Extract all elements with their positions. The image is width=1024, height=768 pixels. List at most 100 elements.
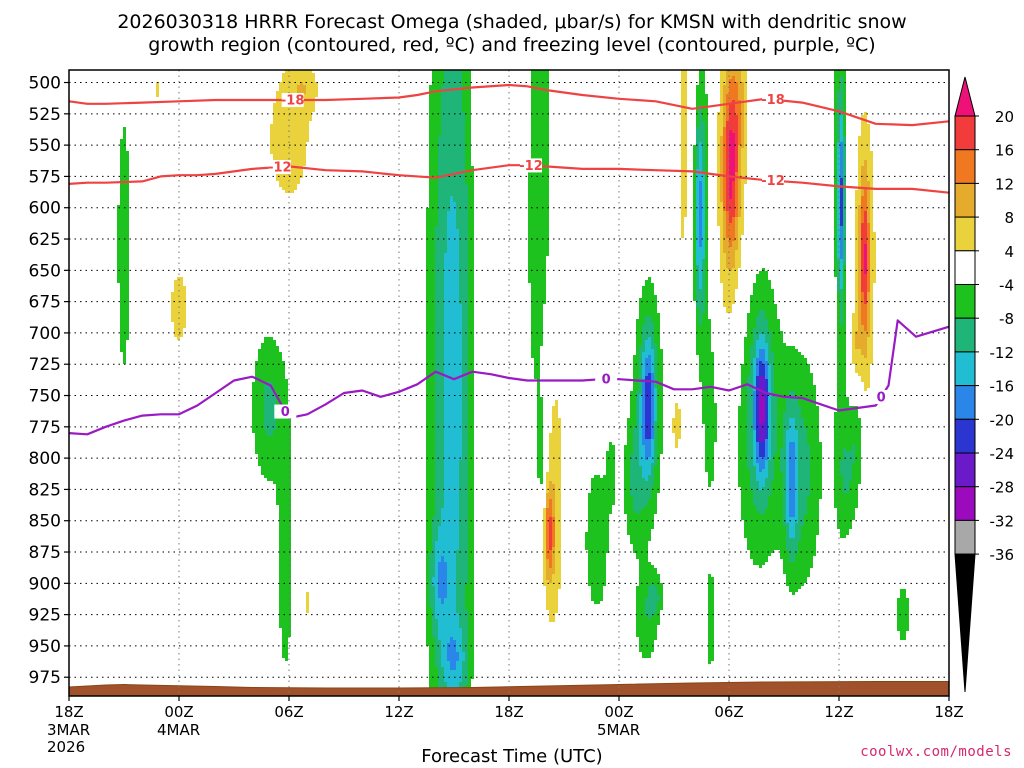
omega-cell <box>696 202 699 205</box>
omega-cell <box>768 367 771 370</box>
omega-cell <box>855 370 870 373</box>
omega-cell <box>426 484 435 487</box>
omega-cell <box>870 211 873 214</box>
omega-cell <box>444 409 462 412</box>
omega-cell <box>768 346 771 349</box>
omega-cell <box>810 445 822 448</box>
omega-cell <box>459 481 468 484</box>
omega-cell <box>870 232 876 235</box>
omega-cell <box>843 217 846 220</box>
omega-cell <box>693 259 696 262</box>
omega-cell <box>786 577 807 580</box>
credit-text[interactable]: coolwx.com/models <box>860 744 1012 760</box>
omega-cell <box>834 127 837 130</box>
omega-cell <box>462 640 468 643</box>
omega-cell <box>627 532 651 535</box>
omega-cell <box>681 124 687 127</box>
omega-cell <box>435 481 444 484</box>
omega-cell <box>624 499 633 502</box>
omega-cell <box>897 607 909 610</box>
omega-cell <box>696 148 699 151</box>
omega-cell <box>672 424 681 427</box>
omega-cell <box>435 277 444 280</box>
omega-cell <box>588 568 606 571</box>
omega-cell <box>645 406 651 409</box>
y-axis: 5005255505756006256506757007257507758008… <box>29 74 69 688</box>
omega-cell <box>729 154 735 157</box>
omega-cell <box>864 388 867 391</box>
omega-cell <box>726 310 732 313</box>
omega-cell <box>741 499 753 502</box>
omega-cell <box>843 124 846 127</box>
omega-cell <box>438 142 465 145</box>
omega-cell <box>537 433 543 436</box>
omega-cell <box>633 361 639 364</box>
omega-cell <box>843 148 846 151</box>
omega-cell <box>756 382 759 385</box>
omega-cell <box>837 394 846 397</box>
omega-cell <box>861 241 867 244</box>
omega-cell <box>861 178 867 181</box>
omega-cell <box>738 478 750 481</box>
omega-cell <box>279 532 291 535</box>
omega-cell <box>264 412 276 415</box>
omega-cell <box>723 199 726 202</box>
omega-cell <box>654 382 657 385</box>
omega-cell <box>279 622 291 625</box>
omega-cell <box>426 637 435 640</box>
omega-cell <box>258 352 282 355</box>
omega-cell <box>435 370 444 373</box>
omega-cell <box>537 454 543 457</box>
omega-cell <box>255 433 267 436</box>
omega-cell <box>426 289 435 292</box>
omega-cell <box>699 223 702 226</box>
omega-cell <box>636 328 642 331</box>
omega-cell <box>549 448 561 451</box>
omega-cell <box>444 484 459 487</box>
omega-cell <box>528 178 549 181</box>
omega-cell <box>717 184 720 187</box>
omega-cell <box>546 523 549 526</box>
omega-cell <box>429 121 441 124</box>
colorbar-swatch <box>954 385 976 420</box>
omega-cell <box>858 274 861 277</box>
omega-cell <box>648 277 651 280</box>
omega-cell <box>699 307 705 310</box>
omega-cell <box>681 136 687 139</box>
omega-cell <box>867 292 870 295</box>
omega-cell <box>837 253 840 256</box>
omega-cell <box>777 436 783 439</box>
omega-cell <box>693 244 696 247</box>
omega-cell <box>462 673 468 676</box>
omega-cell <box>861 172 867 175</box>
omega-cell <box>639 388 642 391</box>
omega-cell <box>282 649 288 652</box>
omega-cell <box>606 457 615 460</box>
omega-cell <box>834 208 837 211</box>
omega-cell <box>750 469 756 472</box>
omega-cell <box>864 295 867 298</box>
omega-cell <box>750 361 753 364</box>
omega-cell <box>435 349 444 352</box>
omega-cell <box>837 334 846 337</box>
omega-cell <box>840 532 849 535</box>
omega-cell <box>657 601 663 604</box>
omega-cell <box>795 553 816 556</box>
omega-cell <box>867 193 870 196</box>
omega-cell <box>120 337 129 340</box>
omega-cell <box>729 166 735 169</box>
omega-cell <box>549 535 552 538</box>
omega-cell <box>834 97 837 100</box>
omega-cell <box>552 553 555 556</box>
omega-cell <box>528 256 546 259</box>
omega-cell <box>744 127 747 130</box>
omega-cell <box>654 472 660 475</box>
omega-cell <box>117 241 129 244</box>
omega-cell <box>657 421 663 424</box>
omega-cell <box>747 541 786 544</box>
omega-cell <box>738 442 747 445</box>
omega-cell <box>444 268 459 271</box>
omega-cell <box>738 142 741 145</box>
omega-cell <box>840 133 843 136</box>
omega-cell <box>435 376 444 379</box>
